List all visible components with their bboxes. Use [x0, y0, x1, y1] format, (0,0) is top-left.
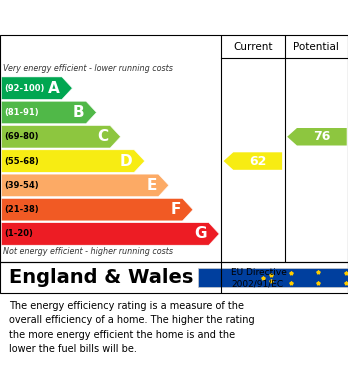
Text: 62: 62	[249, 154, 266, 168]
Text: England & Wales: England & Wales	[9, 268, 193, 287]
Text: G: G	[195, 226, 207, 242]
Text: (55-68): (55-68)	[4, 156, 39, 165]
FancyBboxPatch shape	[198, 268, 348, 287]
Text: The energy efficiency rating is a measure of the
overall efficiency of a home. T: The energy efficiency rating is a measur…	[9, 301, 254, 354]
Polygon shape	[1, 198, 193, 221]
Polygon shape	[223, 152, 282, 170]
Text: (92-100): (92-100)	[4, 84, 45, 93]
Text: F: F	[171, 202, 181, 217]
Text: Potential: Potential	[293, 41, 339, 52]
Text: A: A	[48, 81, 60, 96]
Text: EU Directive: EU Directive	[231, 268, 287, 278]
Text: E: E	[146, 178, 157, 193]
Text: (69-80): (69-80)	[4, 132, 39, 141]
Text: 2002/91/EC: 2002/91/EC	[231, 280, 284, 289]
Text: C: C	[97, 129, 109, 144]
Bar	[221, 35, 348, 262]
Text: (39-54): (39-54)	[4, 181, 39, 190]
Text: 76: 76	[313, 130, 331, 143]
Bar	[0, 35, 221, 262]
Polygon shape	[1, 150, 145, 172]
Polygon shape	[1, 126, 121, 148]
Text: B: B	[73, 105, 84, 120]
Text: (1-20): (1-20)	[4, 230, 33, 239]
Text: Energy Efficiency Rating: Energy Efficiency Rating	[9, 10, 230, 25]
Text: D: D	[120, 154, 133, 169]
Polygon shape	[1, 174, 169, 197]
Polygon shape	[1, 101, 96, 124]
Text: Very energy efficient - lower running costs: Very energy efficient - lower running co…	[3, 63, 173, 73]
Text: (81-91): (81-91)	[4, 108, 39, 117]
Polygon shape	[1, 77, 72, 99]
Polygon shape	[1, 223, 219, 245]
Text: (21-38): (21-38)	[4, 205, 39, 214]
Polygon shape	[287, 128, 347, 145]
Text: Current: Current	[233, 41, 272, 52]
Text: Not energy efficient - higher running costs: Not energy efficient - higher running co…	[3, 247, 174, 256]
